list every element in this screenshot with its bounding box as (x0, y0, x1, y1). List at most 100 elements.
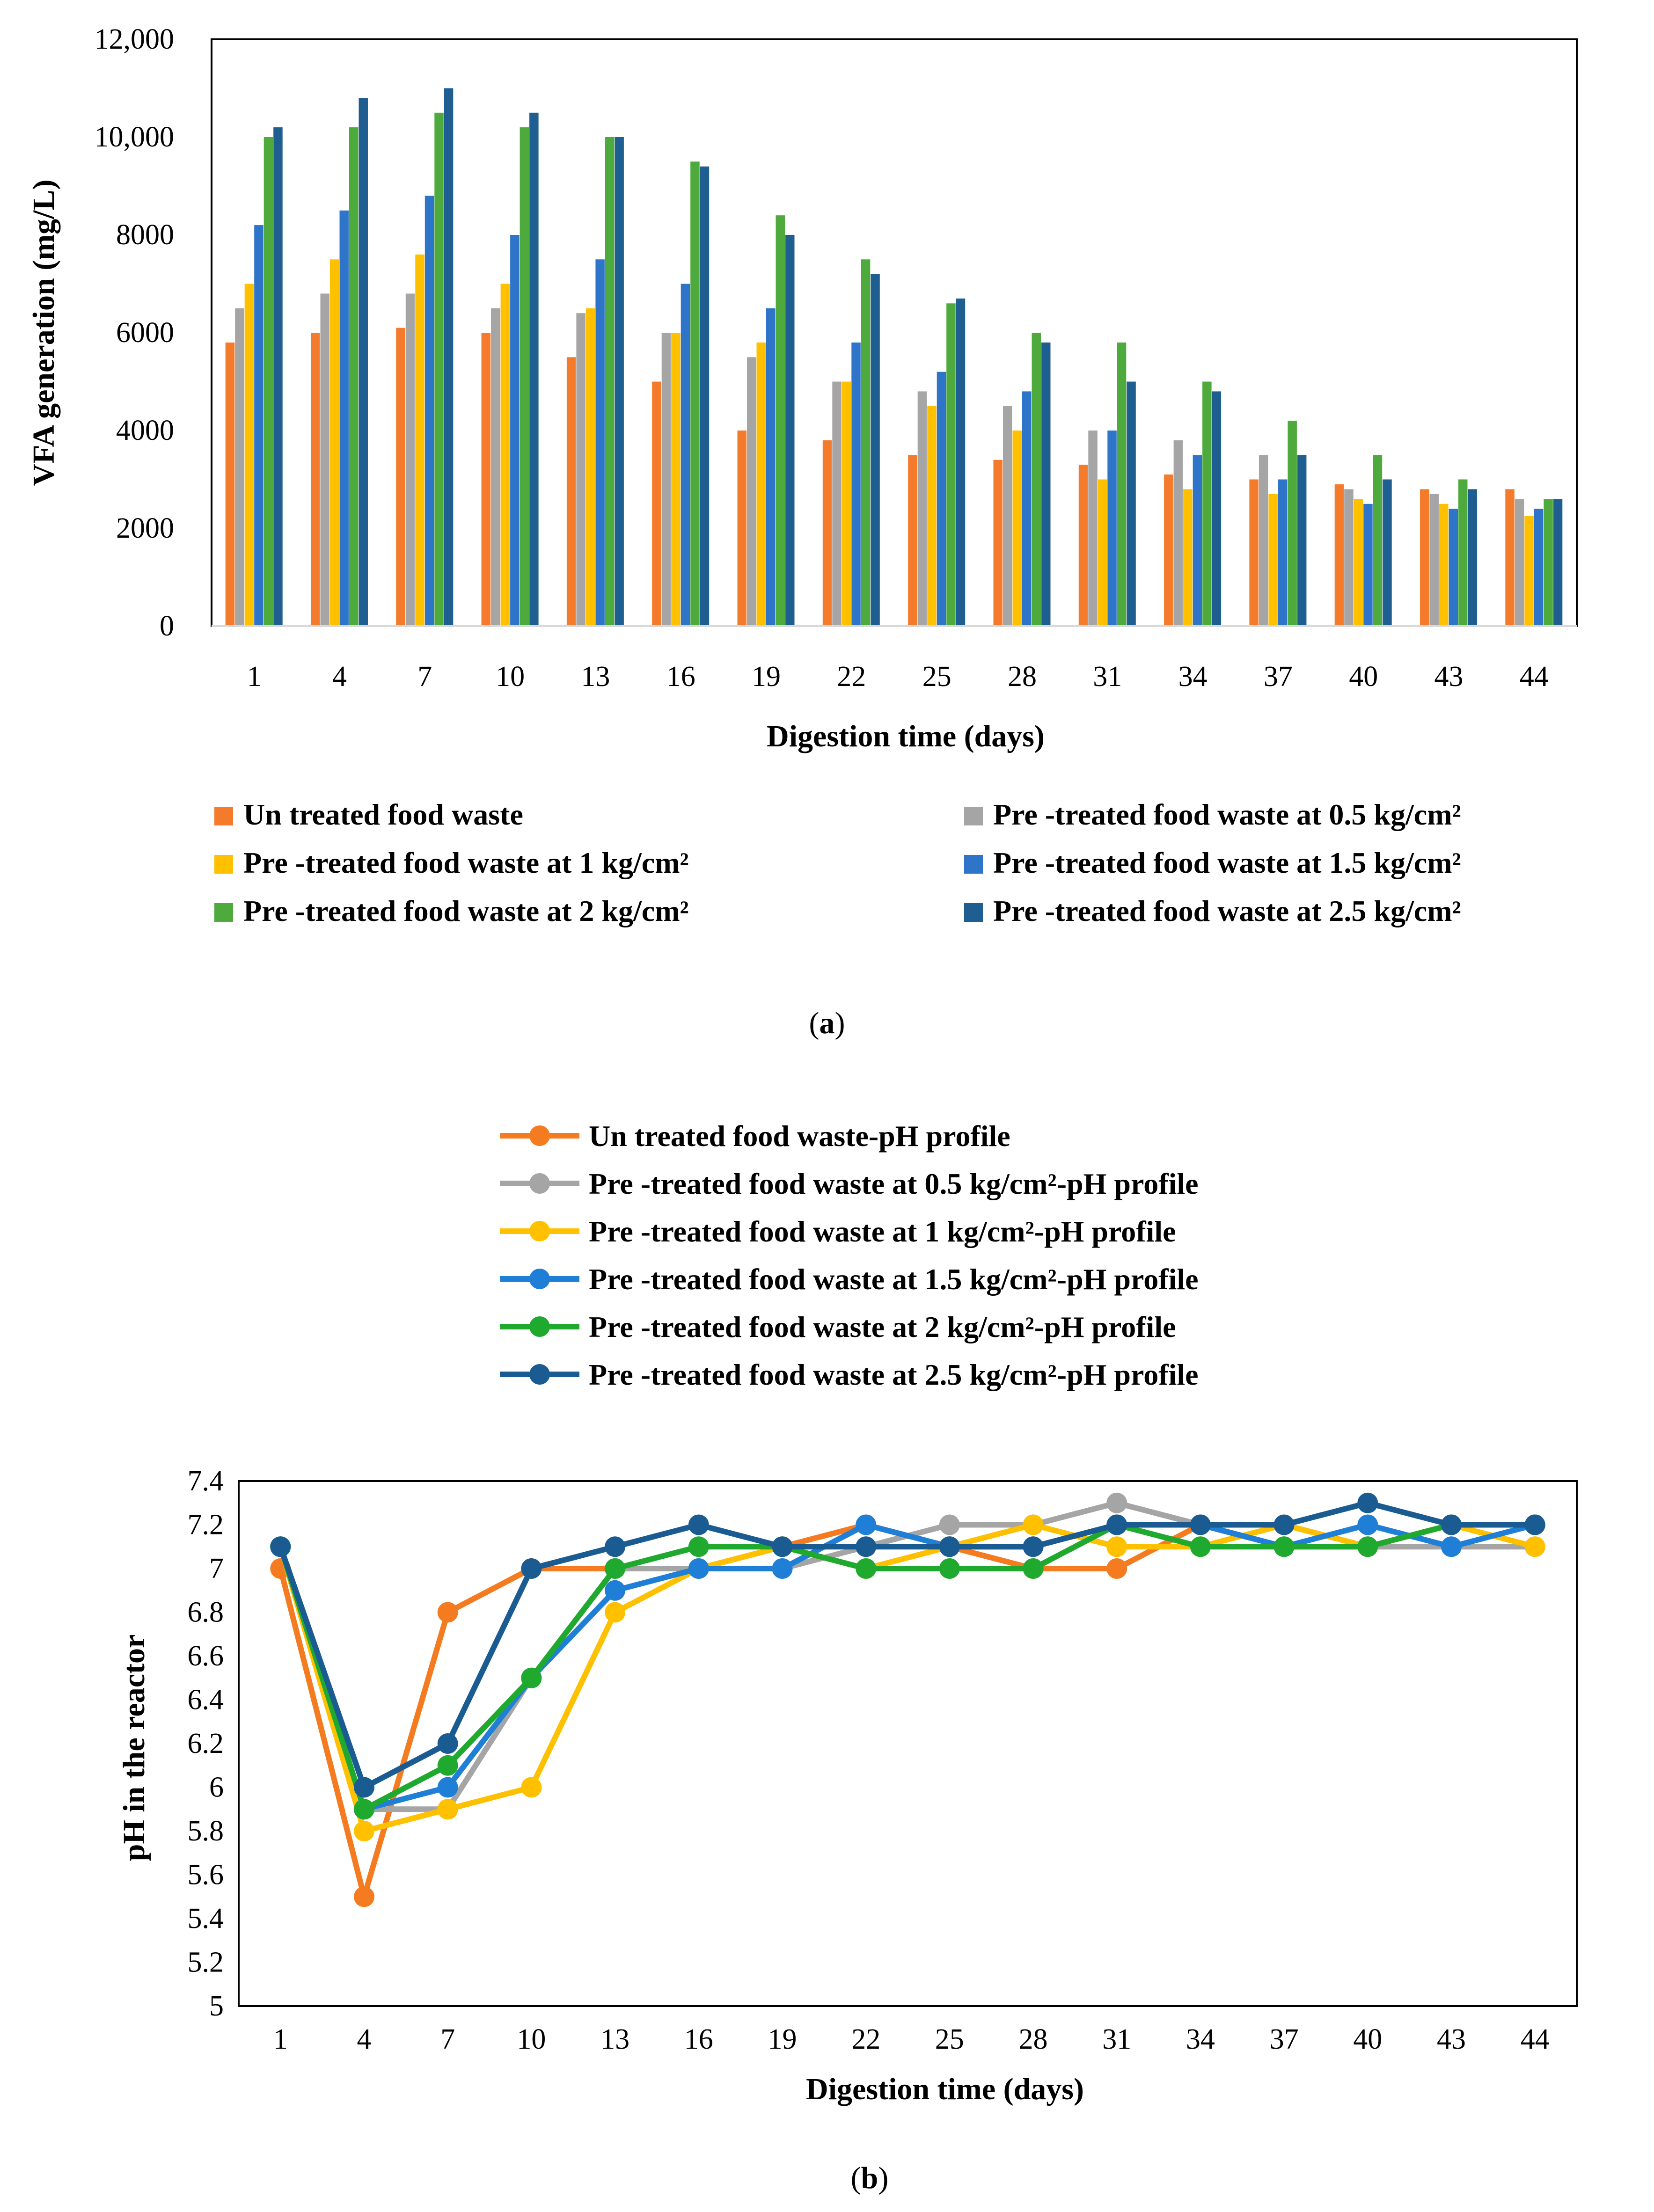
bar-3-day-31 (1098, 479, 1107, 626)
bar-5-day-19 (776, 215, 785, 626)
bar-6-day-31 (1127, 381, 1136, 626)
bar-1-day-40 (1334, 484, 1344, 626)
panel-a-y-tick-label: 0 (160, 610, 174, 642)
panel-a-x-tick-label: 22 (837, 661, 866, 693)
legend-marker (529, 1269, 550, 1289)
panel-a-y-tick-label: 8000 (116, 219, 174, 251)
series-point-day-37 (1273, 1514, 1295, 1535)
bar-3-day-40 (1354, 499, 1363, 626)
bar-2-day-19 (747, 357, 756, 627)
bar-6-day-10 (529, 112, 539, 627)
series-point-day-4 (354, 1886, 374, 1907)
legend-marker (529, 1173, 550, 1194)
series-point-day-31 (1106, 1514, 1127, 1535)
series-point-day-44 (1524, 1536, 1545, 1557)
panel-a-x-tick-label: 10 (496, 661, 525, 693)
bar-5-day-22 (861, 259, 871, 627)
bar-1-day-1 (225, 342, 235, 626)
bar-2-day-22 (832, 381, 842, 626)
panel-b-x-tick-label: 10 (517, 2023, 546, 2055)
bar-2-day-34 (1173, 440, 1183, 626)
panel-b-x-tick-label: 22 (851, 2023, 880, 2055)
series-point-day-25 (939, 1536, 960, 1557)
series-point-day-31 (1106, 1536, 1127, 1557)
legend-swatch (214, 903, 233, 922)
legend-marker (529, 1221, 550, 1241)
bar-5-day-43 (1458, 479, 1468, 626)
legend-swatch (964, 855, 983, 874)
bar-3-day-1 (244, 284, 254, 626)
bar-2-day-1 (235, 308, 244, 627)
panel-a-caption-letter: a (820, 1006, 835, 1040)
bar-6-day-28 (1041, 342, 1051, 626)
panel-a-x-tick-label: 1 (247, 661, 262, 693)
bar-4-day-7 (424, 196, 434, 626)
panel-a-y-tick-label: 4000 (116, 415, 174, 446)
legend-label: Pre -treated food waste at 2.5 kg/cm² (993, 894, 1461, 927)
series-point-day-43 (1441, 1536, 1462, 1557)
series-point-day-13 (605, 1536, 626, 1557)
series-point-day-25 (939, 1514, 960, 1535)
panel-a-y-axis-title: VFA generation (mg/L) (27, 179, 61, 486)
panel-b-y-tick-label: 5.2 (188, 1947, 224, 1978)
series-point-day-40 (1357, 1492, 1378, 1513)
panel-b-x-tick-label: 31 (1102, 2023, 1131, 2055)
panel-a-x-tick-label: 13 (581, 661, 610, 693)
legend-item-2: Pre -treated food waste at 0.5 kg/cm² (964, 798, 1461, 831)
series-point-day-28 (1023, 1558, 1044, 1579)
bar-6-day-37 (1297, 455, 1307, 627)
bar-6-day-44 (1553, 499, 1563, 626)
panel-a-y-tick-label: 10,000 (95, 121, 175, 153)
bar-4-day-31 (1107, 431, 1117, 626)
series-point-day-19 (772, 1536, 793, 1557)
bar-1-day-16 (652, 381, 661, 626)
series-point-day-28 (1023, 1514, 1044, 1535)
bar-2-day-4 (320, 293, 329, 626)
bar-4-day-34 (1193, 455, 1202, 627)
panel-b-x-tick-label: 16 (684, 2023, 713, 2055)
panel-a-y-tick-label: 12,000 (95, 23, 175, 55)
panel-b-x-tick-label: 7 (440, 2023, 455, 2055)
panel-b-y-tick-labels: 5 5.2 5.4 5.6 5.8 6 6.2 6.4 6.6 6.8 7 7.2 7.4 (188, 1465, 224, 2022)
bar-2-day-7 (405, 293, 415, 626)
legend-label: Pre -treated food waste at 0.5 kg/cm² (993, 798, 1461, 831)
bar-1-day-44 (1505, 489, 1515, 626)
bar-5-day-31 (1117, 342, 1127, 626)
series-point-day-44 (1524, 1514, 1545, 1535)
legend-item-2: Pre -treated food waste at 0.5 kg/cm²-pH… (500, 1167, 1199, 1200)
bar-2-day-13 (576, 313, 585, 626)
legend-marker (529, 1125, 550, 1146)
series-point-day-13 (605, 1602, 626, 1623)
bar-3-day-43 (1439, 504, 1449, 627)
panel-b-x-tick-labels: 1 4 7 10 13 16 19 22 25 28 31 34 37 40 43 44 (273, 2023, 1550, 2055)
series-point-day-37 (1273, 1536, 1295, 1557)
legend-item-3: Pre -treated food waste at 1 kg/cm² (214, 846, 689, 879)
panel-b-y-tick-label: 7.4 (188, 1465, 224, 1497)
series-point-day-16 (688, 1514, 709, 1535)
bar-1-day-22 (822, 440, 832, 626)
bar-4-day-37 (1278, 479, 1288, 626)
legend-item-6: Pre -treated food waste at 2.5 kg/cm²-pH… (500, 1358, 1199, 1391)
panel-a-y-tick-label: 6000 (116, 317, 174, 349)
legend-item-4: Pre -treated food waste at 1.5 kg/cm² (964, 846, 1461, 879)
series-point-day-13 (605, 1580, 626, 1601)
legend-label: Pre -treated food waste at 2.5 kg/cm²-pH… (589, 1358, 1199, 1391)
line-series-6 (270, 1492, 1545, 1798)
panel-a-x-tick-label: 28 (1008, 661, 1037, 693)
series-point-day-4 (354, 1799, 374, 1820)
panel-b-caption: (b) (851, 2161, 889, 2195)
bar-1-day-37 (1249, 479, 1259, 626)
panel-b-x-tick-label: 28 (1019, 2023, 1048, 2055)
panel-b-y-tick-label: 5.4 (188, 1903, 224, 1935)
panel-b-y-tick-label: 6.4 (188, 1684, 224, 1716)
bar-5-day-40 (1373, 455, 1383, 627)
bar-3-day-7 (415, 254, 424, 626)
bar-1-day-34 (1164, 475, 1173, 626)
panel-a-bars (225, 88, 1563, 627)
series-line (278, 1500, 1535, 1790)
panel-b-x-tick-label: 4 (357, 2023, 372, 2055)
series-point-day-28 (1023, 1536, 1044, 1557)
panel-b-y-tick-label: 5 (209, 1990, 224, 2022)
series-point-day-40 (1357, 1514, 1378, 1535)
